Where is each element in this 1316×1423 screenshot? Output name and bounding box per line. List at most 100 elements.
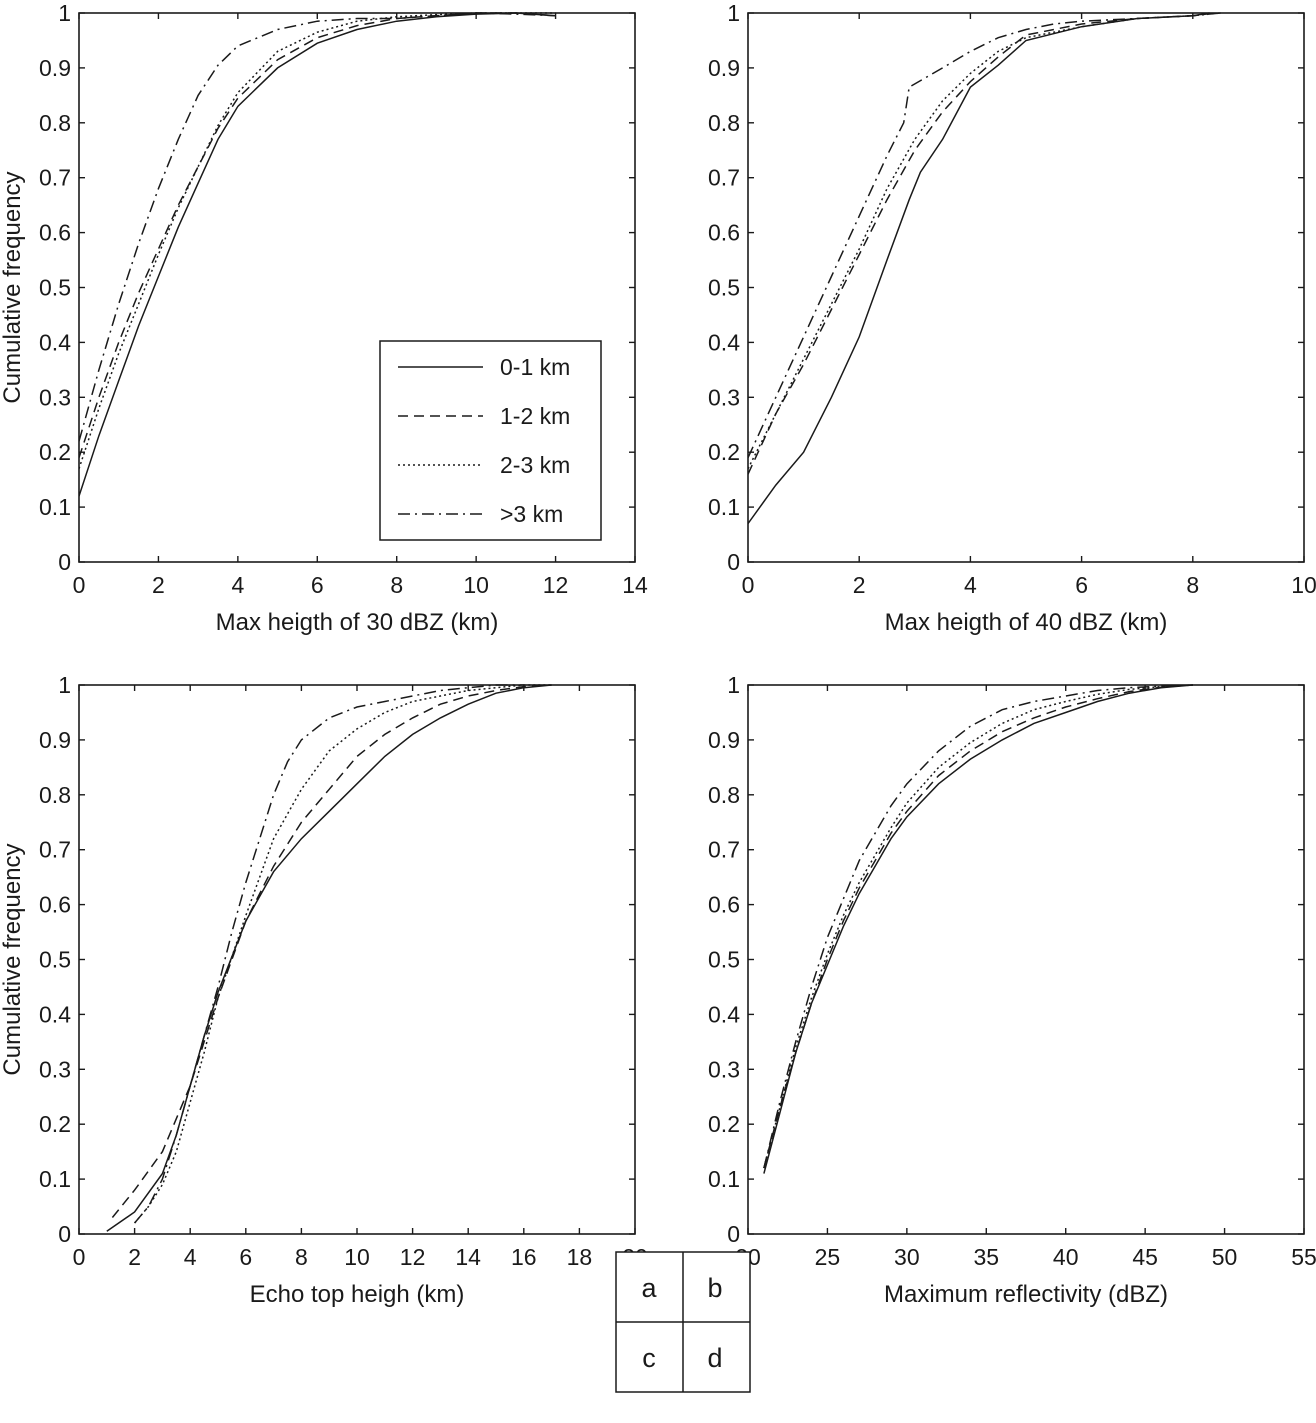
y-tick-label: 0.2 <box>708 1111 740 1137</box>
y-axis-label: Cumulative frequency <box>0 843 26 1075</box>
legend: 0-1 km 1-2 km 2-3 km >3 km <box>379 340 602 541</box>
x-tick-label: 14 <box>455 1244 481 1270</box>
x-tick-label: 10 <box>344 1244 370 1270</box>
key-label-a: a <box>641 1273 657 1303</box>
y-tick-label: 0.9 <box>39 55 71 81</box>
x-tick-label: 10 <box>463 572 489 598</box>
x-tick-label: 8 <box>1186 572 1199 598</box>
y-axis-label: Cumulative frequency <box>0 171 26 403</box>
y-tick-label: 0 <box>58 1221 71 1247</box>
series-line-a-1-2-km <box>79 12 556 458</box>
x-tick-label: 12 <box>543 572 569 598</box>
panel-b: 0 2 4 6 8 10 0 0.1 0.2 0.3 0.4 0.5 0.6 0.7 0.8 0.9 1 Max … <box>708 0 1316 636</box>
y-tick-label: 0.5 <box>708 275 740 301</box>
y-tick-label: 0.3 <box>708 384 740 410</box>
x-tick-label: 4 <box>964 572 977 598</box>
y-tick-label: 0.8 <box>39 110 71 136</box>
x-tick-label: 50 <box>1212 1244 1238 1270</box>
series-line-d--3-km <box>763 684 1193 1169</box>
series-line-a-0-1-km <box>79 12 556 497</box>
x-tick-label: 0 <box>742 572 755 598</box>
x-tick-label: 0 <box>73 572 86 598</box>
panel-a: 0 2 4 6 8 10 12 14 0 0.1 0.2 0.3 0.4 0.5 0.6 0.7 0.8 0.9 1… <box>0 0 648 636</box>
y-tick-label: 0.1 <box>39 1166 71 1192</box>
legend-entry: 0-1 km <box>500 354 570 380</box>
panel-c: 0246810121416182000.10.20.30.40.50.60.70… <box>0 672 648 1308</box>
y-tick-label: 1 <box>727 0 740 26</box>
x-tick-label: 6 <box>311 572 324 598</box>
plot-frame <box>747 12 1305 563</box>
y-tick-label: 0.5 <box>39 275 71 301</box>
x-tick-label: 18 <box>567 1244 593 1270</box>
x-tick-label: 4 <box>184 1244 197 1270</box>
y-tick-label: 0 <box>727 549 740 575</box>
x-tick-label: 2 <box>853 572 866 598</box>
x-tick-label: 25 <box>815 1244 841 1270</box>
x-axis-label: Maximum reflectivity (dBZ) <box>884 1281 1168 1308</box>
series-line-a--3-km <box>79 12 556 442</box>
x-axis-label: Max heigth of 30 dBZ (km) <box>216 609 499 636</box>
panel-d: 202530354045505500.10.20.30.40.50.60.70.… <box>708 672 1316 1308</box>
y-tick-label: 0.8 <box>708 110 740 136</box>
x-tick-label: 6 <box>1075 572 1088 598</box>
x-tick-label: 30 <box>894 1244 920 1270</box>
y-tick-label: 0.6 <box>708 220 740 246</box>
y-tick-label: 0.1 <box>708 1166 740 1192</box>
series-line-c--3-km <box>134 684 524 1224</box>
legend-box <box>379 340 602 541</box>
x-tick-label: 12 <box>400 1244 426 1270</box>
y-tick-label: 1 <box>58 672 71 698</box>
key-label-c: c <box>642 1343 656 1373</box>
y-tick-label: 0.6 <box>39 892 71 918</box>
x-tick-label: 2 <box>128 1244 141 1270</box>
y-tick-label: 0.8 <box>708 782 740 808</box>
y-tick-label: 0.7 <box>708 837 740 863</box>
x-tick-label: 8 <box>295 1244 308 1270</box>
x-tick-label: 0 <box>73 1244 86 1270</box>
y-tick-label: 0.2 <box>39 1111 71 1137</box>
series-line-d-0-1-km <box>763 684 1193 1174</box>
legend-entry: >3 km <box>500 501 563 527</box>
x-tick-label: 8 <box>390 572 403 598</box>
plot-frame <box>747 684 1305 1235</box>
x-tick-label: 4 <box>231 572 244 598</box>
legend-entry: 2-3 km <box>500 452 570 478</box>
x-tick-label: 35 <box>973 1244 999 1270</box>
x-tick-label: 2 <box>152 572 165 598</box>
y-tick-label: 0.9 <box>39 727 71 753</box>
y-tick-label: 0.4 <box>39 329 71 355</box>
series-line-b-0-1-km <box>748 12 1210 525</box>
y-tick-label: 0.5 <box>708 947 740 973</box>
x-tick-label: 40 <box>1053 1244 1079 1270</box>
y-tick-label: 0.4 <box>39 1001 71 1027</box>
y-tick-label: 0.6 <box>39 220 71 246</box>
x-tick-label: 45 <box>1132 1244 1158 1270</box>
key-label-d: d <box>707 1343 722 1373</box>
panel-key: a b c d <box>615 1251 751 1393</box>
x-tick-label: 6 <box>239 1244 252 1270</box>
y-tick-label: 0.1 <box>708 494 740 520</box>
series-line-c-1-2-km <box>111 684 552 1218</box>
y-tick-label: 0.2 <box>39 439 71 465</box>
y-tick-label: 0 <box>58 549 71 575</box>
x-tick-label: 10 <box>1291 572 1316 598</box>
y-tick-label: 0.6 <box>708 892 740 918</box>
y-tick-label: 0.3 <box>39 384 71 410</box>
y-tick-label: 1 <box>727 672 740 698</box>
y-tick-label: 0.3 <box>708 1056 740 1082</box>
y-tick-label: 0.9 <box>708 727 740 753</box>
series-line-d-2-3-km <box>763 684 1193 1169</box>
y-tick-label: 0.1 <box>39 494 71 520</box>
x-axis-label: Echo top heigh (km) <box>250 1281 465 1308</box>
x-tick-label: 16 <box>511 1244 537 1270</box>
y-tick-label: 0.7 <box>708 165 740 191</box>
y-tick-label: 0.3 <box>39 1056 71 1082</box>
series-line-d-1-2-km <box>763 684 1193 1169</box>
legend-entry: 1-2 km <box>500 403 570 429</box>
y-tick-label: 0.5 <box>39 947 71 973</box>
y-tick-label: 0.8 <box>39 782 71 808</box>
y-tick-label: 0.2 <box>708 439 740 465</box>
x-tick-label: 55 <box>1291 1244 1316 1270</box>
x-axis-label: Max heigth of 40 dBZ (km) <box>885 609 1168 636</box>
